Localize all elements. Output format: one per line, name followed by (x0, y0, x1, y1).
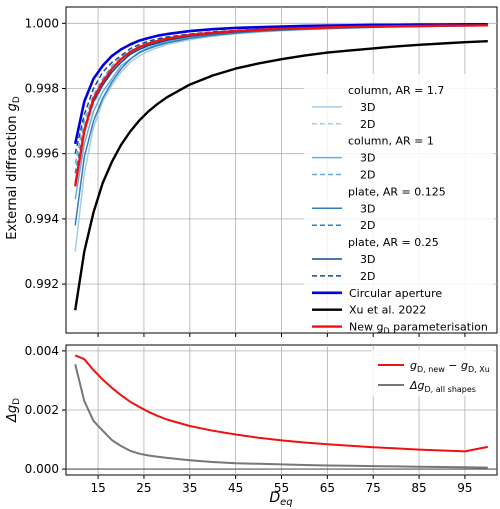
x-tick-label: 85 (411, 481, 426, 495)
series-line (74, 24, 488, 164)
top-y-tick-label: 0.996 (25, 147, 59, 161)
bottom-legend: gD, new − gD, Xu ΔgD, all shapes (372, 350, 494, 396)
series-line (74, 363, 488, 469)
top-panel: 0.992 0.994 0.996 0.998 1.000 External diffr… (5, 6, 498, 337)
top-y-axis-label: External diffraction gD (5, 96, 22, 240)
x-tick-label: 55 (274, 481, 289, 495)
legend-label: Circular aperture (349, 287, 442, 300)
top-y-tick-label: 0.998 (25, 82, 59, 96)
top-series (73, 22, 488, 311)
bottom-series (74, 354, 488, 469)
legend-label: 2D (360, 219, 375, 232)
legend-box (304, 74, 494, 330)
top-y-tick-label: 1.000 (25, 16, 59, 30)
legend-label: gD, new − gD, Xu (410, 359, 490, 374)
series-line (74, 24, 488, 154)
bottom-y-tick-label: 0.004 (25, 344, 59, 358)
legend-label: 3D (360, 202, 375, 215)
legend-label: 2D (360, 270, 375, 283)
bottom-y-axis-label: ΔgD (5, 398, 22, 423)
top-y-tick-label: 0.992 (25, 277, 59, 291)
x-tick-label: 65 (320, 481, 335, 495)
legend-label: New gD parameterisation (349, 321, 488, 336)
legend-label: 3D (360, 253, 375, 266)
legend-box (372, 350, 494, 396)
x-axis-label: Deq (269, 490, 292, 508)
series-line (74, 40, 488, 311)
legend-label: ΔgD, all shapes (409, 379, 476, 394)
legend-label: 2D (360, 169, 375, 182)
x-tick-label: 75 (366, 481, 381, 495)
legend-header: plate, AR = 0.25 (348, 236, 439, 249)
bottom-y-tick-label: 0.000 (25, 462, 59, 476)
series-line (74, 354, 488, 453)
series-line (73, 22, 488, 145)
x-tick-label: 35 (182, 481, 197, 495)
top-y-tick-label: 0.994 (25, 212, 59, 226)
bottom-y-tick-label: 0.002 (25, 403, 59, 417)
bottom-panel: 0.000 0.002 0.004 15 25 35 45 55 65 75 85 95 ΔgD D… (5, 344, 498, 508)
bottom-y-axis: 0.000 0.002 0.004 (25, 344, 66, 476)
legend-header: column, AR = 1 (348, 135, 434, 148)
x-tick-label: 25 (136, 481, 151, 495)
legend-label: Xu et al. 2022 (349, 304, 426, 317)
bottom-x-axis: 15 25 35 45 55 65 75 85 95 (90, 475, 473, 495)
x-tick-label: 15 (90, 481, 105, 495)
legend-header: column, AR = 1.7 (348, 84, 444, 97)
x-tick-label: 45 (228, 481, 243, 495)
legend-label: 3D (360, 152, 375, 165)
series-line (74, 24, 488, 187)
top-legend: column, AR = 1.7 3D 2D column, AR = 1 3D 2D pl… (304, 74, 494, 336)
x-tick-label: 95 (457, 481, 472, 495)
legend-label: 2D (360, 118, 375, 131)
top-y-axis: 0.992 0.994 0.996 0.998 1.000 (25, 16, 466, 337)
legend-header: plate, AR = 0.125 (348, 185, 446, 198)
legend-label: 3D (360, 101, 375, 114)
